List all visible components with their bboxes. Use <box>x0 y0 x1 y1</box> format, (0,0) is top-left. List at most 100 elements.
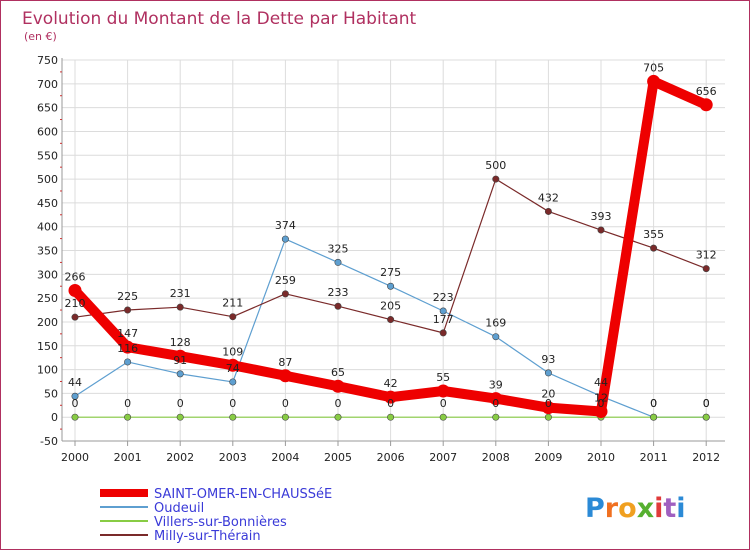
logo-letter: P <box>585 493 605 524</box>
y-tick-label: 0 <box>51 411 58 424</box>
data-point <box>492 333 500 341</box>
data-labels: 266 147 128 109 87 65 42 55 39 20 12 705 656 44 116 91 7… <box>65 61 717 410</box>
logo-letter: x <box>637 493 654 524</box>
data-label: 205 <box>380 300 401 313</box>
data-label: 223 <box>433 291 454 304</box>
data-label: 0 <box>598 397 605 410</box>
data-label: 393 <box>591 210 612 223</box>
x-tick-label: 2006 <box>377 451 405 464</box>
data-point <box>334 413 342 421</box>
data-point <box>439 413 447 421</box>
y-tick-label: 650 <box>37 102 58 115</box>
x-tick-label: 2010 <box>587 451 615 464</box>
data-point <box>702 265 710 273</box>
logo-letter: o <box>618 493 637 524</box>
y-tick-label: 50 <box>44 387 58 400</box>
data-point <box>229 378 237 386</box>
legend-label: Villers-sur-Bonnières <box>154 515 287 530</box>
x-tick-label: 2005 <box>324 451 352 464</box>
data-label: 0 <box>124 397 131 410</box>
data-point <box>541 401 555 415</box>
series-lines <box>68 74 713 421</box>
data-point <box>124 413 132 421</box>
data-point <box>71 313 79 321</box>
data-label: 374 <box>275 219 296 232</box>
y-tick-label: 350 <box>37 245 58 258</box>
data-label: 147 <box>117 327 138 340</box>
x-tick-label: 2002 <box>166 451 194 464</box>
logo-letter: i <box>676 493 685 524</box>
data-label: 87 <box>278 356 292 369</box>
data-label: 266 <box>65 271 86 284</box>
data-point <box>436 384 450 398</box>
y-tick-label: 300 <box>37 268 58 281</box>
data-label: 116 <box>117 342 138 355</box>
data-point <box>226 358 240 372</box>
data-point <box>544 369 552 377</box>
data-point <box>229 413 237 421</box>
data-label: 44 <box>594 376 608 389</box>
data-label: 325 <box>328 242 349 255</box>
y-tick-label: 600 <box>37 125 58 138</box>
legend-label: Milly-sur-Thérain <box>154 529 261 544</box>
gridlines <box>62 59 725 442</box>
y-tick-label: -50 <box>40 435 58 448</box>
x-tick-label: 2008 <box>482 451 510 464</box>
y-tick-label: 150 <box>37 340 58 353</box>
data-label: 65 <box>331 366 345 379</box>
data-label: 0 <box>650 397 657 410</box>
y-tick-label: 750 <box>37 54 58 67</box>
data-point <box>281 290 289 298</box>
data-label: 39 <box>489 379 503 392</box>
data-label: 44 <box>68 376 82 389</box>
data-label: 656 <box>696 85 717 98</box>
data-point <box>71 413 79 421</box>
data-label: 312 <box>696 249 717 262</box>
data-point <box>544 207 552 215</box>
data-label: 233 <box>328 286 349 299</box>
data-point <box>594 404 608 418</box>
data-label: 91 <box>173 354 187 367</box>
data-point <box>176 370 184 378</box>
data-label: 0 <box>650 397 657 410</box>
x-tick-label: 2012 <box>692 451 720 464</box>
data-label: 128 <box>170 336 191 349</box>
data-label: 0 <box>72 397 79 410</box>
x-tick-label: 2004 <box>271 451 299 464</box>
data-label: 109 <box>222 345 243 358</box>
data-point <box>68 284 82 298</box>
data-point <box>387 316 395 324</box>
data-label: 93 <box>541 353 555 366</box>
data-label: 177 <box>433 313 454 326</box>
data-point <box>439 307 447 315</box>
data-point <box>647 74 661 88</box>
data-point <box>650 244 658 252</box>
y-tick-label: 500 <box>37 173 58 186</box>
data-point <box>650 413 658 421</box>
chart-title: Evolution du Montant de la Dette par Hab… <box>22 9 417 29</box>
data-point <box>229 313 237 321</box>
data-point <box>489 392 503 406</box>
data-point <box>384 390 398 404</box>
data-point <box>387 413 395 421</box>
data-point <box>702 413 710 421</box>
data-point <box>387 282 395 290</box>
data-label: 0 <box>229 397 236 410</box>
x-tick-label: 2000 <box>61 451 89 464</box>
data-label: 0 <box>703 397 710 410</box>
data-point <box>124 358 132 366</box>
data-label: 0 <box>177 397 184 410</box>
data-point <box>544 413 552 421</box>
data-label: 225 <box>117 290 138 303</box>
data-label: 0 <box>492 397 499 410</box>
data-label: 0 <box>440 397 447 410</box>
logo-letter: i <box>654 493 663 524</box>
data-label: 231 <box>170 287 191 300</box>
data-label: 42 <box>384 377 398 390</box>
data-point <box>439 329 447 337</box>
x-tick-label: 2011 <box>640 451 668 464</box>
data-label: 12 <box>594 391 608 404</box>
